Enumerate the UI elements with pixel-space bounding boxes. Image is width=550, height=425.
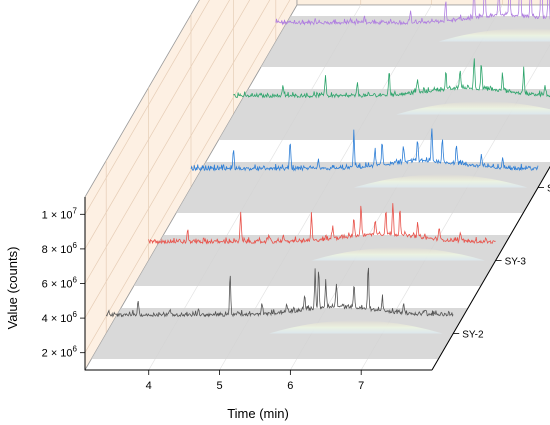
series-ck xyxy=(260,0,550,68)
series-label: SY-3 xyxy=(505,257,527,268)
series-line xyxy=(190,128,539,172)
series-sy-3 xyxy=(133,203,511,287)
series-sy-2 xyxy=(91,267,469,360)
x-tick-label: 5 xyxy=(216,380,222,392)
y-tick-label: 6 × 106 xyxy=(42,276,78,291)
y-tick-label: 1 × 107 xyxy=(42,206,78,221)
x-tick-label: 6 xyxy=(287,380,293,392)
back-wall xyxy=(296,0,550,6)
series-glow xyxy=(311,247,485,261)
y-axis-title: Value (counts) xyxy=(5,247,20,330)
series-label: SY-2 xyxy=(462,330,484,341)
chart-series-group xyxy=(91,0,550,360)
series-line xyxy=(105,267,454,318)
series-glow xyxy=(269,320,443,334)
y-tick-exponent: 7 xyxy=(73,206,78,215)
y-tick-label: 2 × 106 xyxy=(42,345,78,360)
y-tick-exponent: 6 xyxy=(73,276,78,285)
series-label: SY-4 xyxy=(547,184,550,195)
series-floor-strip xyxy=(218,88,550,141)
series-floor-strip xyxy=(260,15,550,68)
y-tick-exponent: 6 xyxy=(73,241,78,250)
series-sy-5 xyxy=(218,58,550,141)
series-sy-4 xyxy=(176,128,550,214)
series-line xyxy=(148,203,496,245)
y-tick-exponent: 6 xyxy=(73,345,78,354)
series-glow xyxy=(438,28,550,42)
chart-grid xyxy=(84,0,503,353)
series-glow xyxy=(353,174,528,188)
y-tick-exponent: 6 xyxy=(73,310,78,319)
x-tick-label: 7 xyxy=(358,380,364,392)
depth-axis-line xyxy=(431,165,550,371)
series-glow xyxy=(396,101,550,115)
y-tick-label: 8 × 106 xyxy=(42,241,78,256)
x-tick-label: 4 xyxy=(146,380,152,392)
y-tick-label: 4 × 106 xyxy=(42,310,78,325)
series-line xyxy=(233,58,550,99)
series-line xyxy=(275,0,550,26)
x-axis-title: Time (min) xyxy=(227,406,289,421)
